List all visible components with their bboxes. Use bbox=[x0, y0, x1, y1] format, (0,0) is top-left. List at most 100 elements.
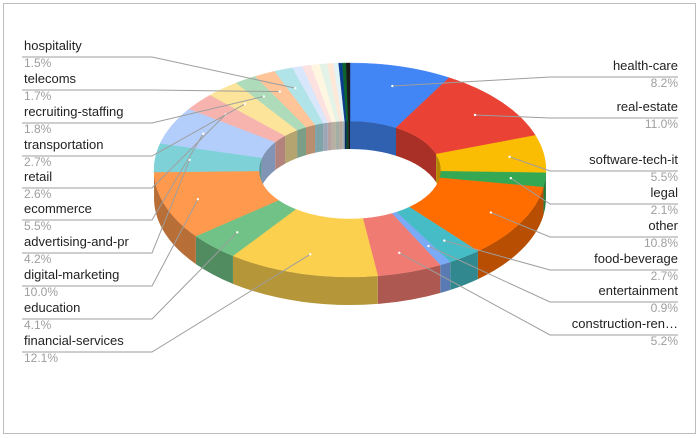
outer-side-9 bbox=[195, 236, 233, 284]
leader-dot-real-estate bbox=[473, 113, 477, 117]
label-transportation: transportation bbox=[24, 137, 104, 152]
leader-dot-financial-services bbox=[309, 253, 312, 256]
label-retail: retail bbox=[24, 169, 52, 184]
pct-food-beverage: 2.7% bbox=[651, 269, 679, 283]
label-recruiting-staffing: recruiting-staffing bbox=[24, 104, 123, 119]
pct-retail: 2.6% bbox=[24, 187, 52, 201]
pct-entertainment: 0.9% bbox=[651, 301, 679, 315]
leader-dot-recruiting-staffing bbox=[262, 95, 266, 98]
slice-financial-services bbox=[232, 209, 379, 278]
leader-dot-ecommerce bbox=[201, 132, 205, 135]
pct-advertising-and-pr: 4.2% bbox=[24, 252, 52, 266]
inner-side-b-14 bbox=[285, 130, 298, 164]
leader-dot-health-care bbox=[391, 84, 394, 88]
leader-dot-education bbox=[236, 231, 239, 234]
leader-dot-other bbox=[489, 211, 493, 214]
leader-ecommerce bbox=[22, 133, 204, 221]
leader-dot-construction-ren bbox=[398, 251, 401, 255]
outer-side-10 bbox=[154, 172, 196, 265]
inner-side-b-15 bbox=[297, 127, 307, 159]
leader-health-care bbox=[392, 76, 678, 87]
leader-education bbox=[22, 231, 238, 320]
label-legal: legal bbox=[651, 185, 679, 200]
leader-construction-ren bbox=[399, 252, 678, 336]
label-food-beverage: food-beverage bbox=[594, 251, 678, 266]
leader-entertainment bbox=[428, 245, 678, 303]
pct-hospitality: 1.5% bbox=[24, 56, 52, 70]
pct-telecoms: 1.7% bbox=[24, 89, 52, 103]
label-advertising-and-pr: advertising-and-pr bbox=[24, 234, 129, 249]
slice-labels: health-care 8.2% real-estate 11.0% software-… bbox=[24, 38, 679, 365]
label-health-care: health-care bbox=[613, 58, 678, 73]
leader-retail bbox=[22, 114, 226, 189]
inner-side-b-19 bbox=[327, 121, 332, 151]
outer-side-4 bbox=[477, 187, 544, 280]
inner-side-b-22 bbox=[339, 121, 343, 150]
pct-ecommerce: 5.5% bbox=[24, 219, 52, 233]
inner-side-b-26 bbox=[348, 121, 350, 150]
leader-legal bbox=[510, 177, 678, 205]
leader-transportation bbox=[22, 103, 246, 157]
inner-side-b-24 bbox=[344, 121, 347, 150]
inner-side-b-21 bbox=[335, 121, 340, 150]
label-education: education bbox=[24, 300, 80, 315]
leader-telecoms bbox=[22, 89, 280, 93]
pct-legal: 2.1% bbox=[651, 203, 679, 217]
pct-construction-ren: 5.2% bbox=[651, 334, 679, 348]
label-ecommerce: ecommerce bbox=[24, 201, 92, 216]
leader-advertising-and-pr bbox=[22, 159, 191, 254]
inner-side-b-13 bbox=[275, 135, 286, 171]
leader-lines bbox=[22, 56, 678, 353]
leader-dot-telecoms bbox=[278, 90, 282, 93]
leader-dot-advertising-and-pr bbox=[188, 158, 191, 162]
inner-side-b-25 bbox=[346, 121, 349, 150]
leader-dot-hospitality bbox=[294, 86, 297, 90]
leader-dot-software-tech-it bbox=[508, 155, 511, 159]
pct-transportation: 2.7% bbox=[24, 155, 52, 169]
leader-recruiting-staffing bbox=[22, 95, 265, 124]
inner-side-b-18 bbox=[323, 122, 328, 152]
leader-digital-marketing bbox=[22, 198, 199, 287]
leader-food-beverage bbox=[444, 240, 678, 271]
pct-recruiting-staffing: 1.8% bbox=[24, 122, 52, 136]
pct-other: 10.8% bbox=[644, 236, 678, 250]
inner-side-b-17 bbox=[315, 123, 324, 153]
inner-side-0 bbox=[350, 121, 397, 156]
label-financial-services: financial-services bbox=[24, 333, 124, 348]
pct-financial-services: 12.1% bbox=[24, 351, 58, 365]
inner-side-b-23 bbox=[342, 121, 345, 150]
pct-software-tech-it: 5.5% bbox=[651, 170, 679, 184]
label-hospitality: hospitality bbox=[24, 38, 82, 53]
leader-dot-transportation bbox=[243, 102, 247, 106]
label-software-tech-it: software-tech-it bbox=[589, 152, 678, 167]
leader-other bbox=[490, 212, 678, 238]
inner-side-b-20 bbox=[331, 121, 336, 150]
outer-side-3 bbox=[543, 172, 546, 216]
inner-side-b-16 bbox=[306, 124, 316, 156]
leader-dot-food-beverage bbox=[443, 239, 446, 242]
label-real-estate: real-estate bbox=[617, 99, 678, 114]
inner-side-1 bbox=[396, 127, 437, 183]
leader-dot-legal bbox=[509, 176, 512, 180]
leader-financial-services bbox=[22, 253, 311, 353]
donut-top-faces bbox=[153, 62, 547, 278]
label-digital-marketing: digital-marketing bbox=[24, 267, 119, 282]
pct-real-estate: 11.0% bbox=[645, 117, 678, 131]
pct-digital-marketing: 10.0% bbox=[24, 285, 58, 299]
label-other: other bbox=[648, 218, 678, 233]
pct-health-care: 8.2% bbox=[651, 76, 679, 90]
leader-dot-digital-marketing bbox=[196, 198, 200, 201]
label-telecoms: telecoms bbox=[24, 71, 77, 86]
leader-software-tech-it bbox=[509, 156, 678, 172]
label-entertainment: entertainment bbox=[599, 283, 679, 298]
label-construction-ren: construction-ren… bbox=[572, 316, 678, 331]
outer-side-8 bbox=[232, 255, 378, 305]
outer-side-7 bbox=[377, 264, 441, 304]
outer-side-5 bbox=[450, 251, 478, 290]
donut-sides bbox=[154, 121, 547, 305]
slice-small-26 bbox=[345, 62, 351, 122]
leader-dot-entertainment bbox=[427, 244, 430, 248]
inner-side-b-12 bbox=[261, 142, 276, 186]
leader-real-estate bbox=[475, 114, 678, 119]
